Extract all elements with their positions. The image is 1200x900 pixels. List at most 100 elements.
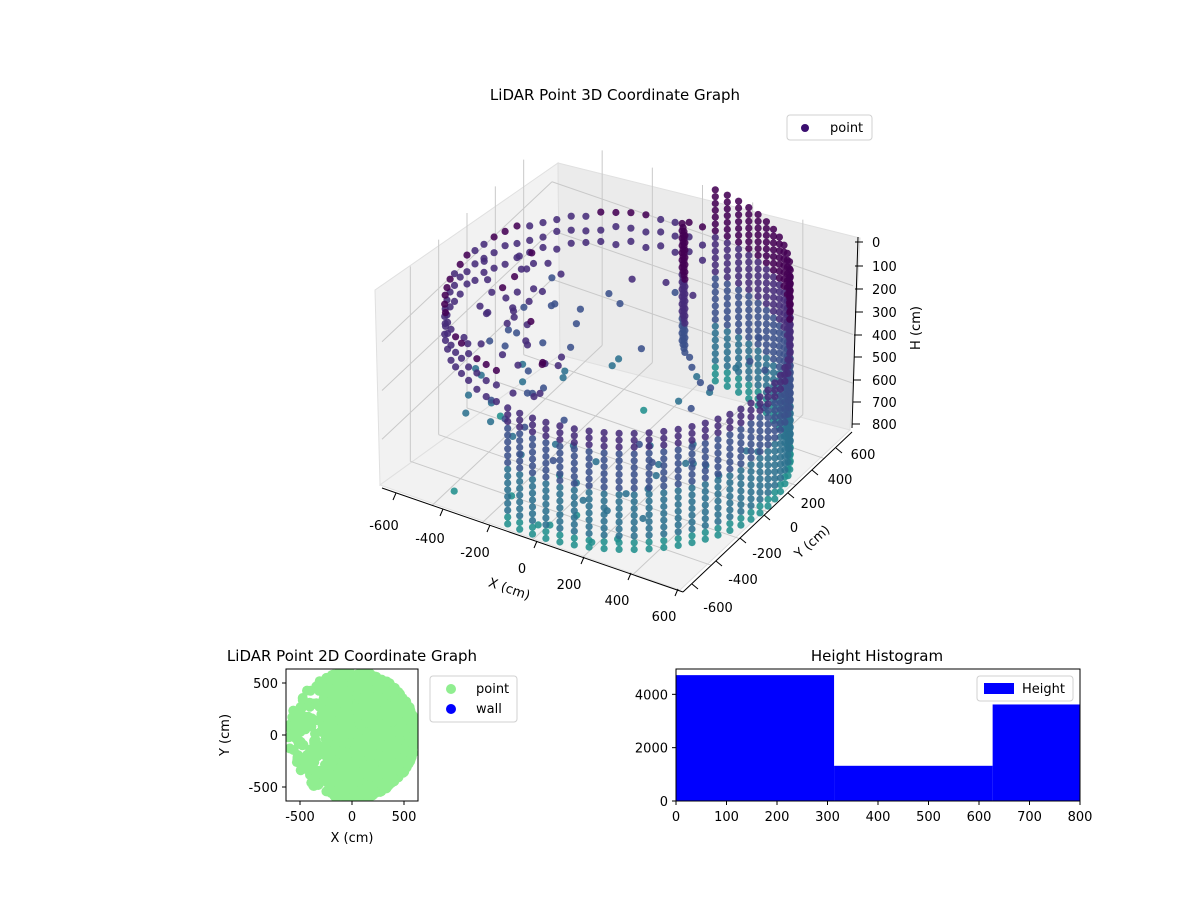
data-point bbox=[362, 761, 373, 772]
legend-box bbox=[786, 114, 873, 141]
data-point bbox=[754, 238, 762, 246]
data-point bbox=[627, 224, 635, 232]
data-point bbox=[776, 399, 785, 407]
data-point bbox=[681, 253, 689, 261]
data-point bbox=[553, 216, 561, 224]
data-point bbox=[747, 495, 755, 503]
data-point bbox=[754, 258, 762, 266]
data-point bbox=[764, 386, 772, 394]
data-point bbox=[576, 305, 585, 313]
data-point bbox=[600, 435, 608, 443]
data-point bbox=[464, 391, 473, 399]
data-point bbox=[755, 334, 763, 342]
data-point bbox=[499, 284, 507, 292]
data-point bbox=[311, 768, 322, 779]
data-point bbox=[723, 375, 731, 384]
data-point bbox=[520, 303, 528, 311]
data-point bbox=[542, 487, 550, 495]
data-point bbox=[681, 283, 689, 291]
data-point bbox=[681, 297, 689, 305]
data-point bbox=[542, 521, 550, 529]
data-point bbox=[556, 511, 564, 519]
x-tick-label: -400 bbox=[415, 532, 445, 547]
data-point bbox=[771, 447, 779, 455]
data-point bbox=[781, 364, 789, 372]
legend-label-point: point bbox=[830, 121, 863, 136]
data-point bbox=[516, 525, 524, 533]
data-point bbox=[501, 342, 509, 350]
data-point bbox=[542, 534, 550, 543]
data-point bbox=[592, 458, 600, 466]
data-point bbox=[688, 450, 696, 458]
data-point bbox=[516, 471, 524, 479]
data-point bbox=[528, 523, 537, 531]
data-point bbox=[745, 217, 753, 225]
data-point bbox=[516, 491, 524, 499]
data-point bbox=[786, 343, 794, 351]
data-point bbox=[328, 689, 339, 700]
x-tick-label: 400 bbox=[605, 594, 630, 609]
x-tick-label: 0 bbox=[348, 810, 356, 825]
data-point bbox=[747, 461, 755, 469]
data-point bbox=[375, 709, 386, 720]
x-tick-label: 0 bbox=[672, 810, 680, 825]
data-point bbox=[539, 384, 548, 392]
data-point bbox=[714, 422, 722, 430]
data-point bbox=[501, 242, 509, 250]
data-point bbox=[347, 784, 358, 795]
data-point bbox=[762, 354, 771, 362]
data-point bbox=[688, 525, 696, 533]
data-point bbox=[783, 249, 792, 257]
data-point bbox=[539, 243, 547, 252]
data-point bbox=[554, 362, 562, 370]
data-point bbox=[735, 197, 743, 205]
data-point bbox=[756, 475, 764, 483]
z-tick-label: 300 bbox=[872, 306, 897, 321]
chart-2d-title: LiDAR Point 2D Coordinate Graph bbox=[227, 647, 477, 665]
data-point bbox=[769, 253, 778, 261]
z-tick-label: 600 bbox=[872, 374, 897, 389]
data-point bbox=[737, 419, 745, 427]
data-point bbox=[714, 504, 722, 512]
data-point bbox=[542, 493, 550, 501]
data-point bbox=[542, 528, 550, 536]
data-point bbox=[570, 425, 578, 433]
data-point bbox=[443, 284, 451, 292]
data-point bbox=[737, 412, 745, 420]
data-point bbox=[585, 475, 593, 483]
data-point bbox=[745, 245, 753, 253]
data-point bbox=[331, 745, 342, 756]
data-point bbox=[441, 309, 450, 317]
grid-line bbox=[551, 230, 854, 335]
data-point bbox=[548, 274, 556, 282]
data-point bbox=[701, 521, 709, 530]
data-point bbox=[645, 497, 653, 505]
data-point bbox=[523, 341, 532, 349]
data-point bbox=[615, 484, 623, 492]
data-point bbox=[756, 434, 764, 442]
data-point bbox=[737, 487, 745, 495]
data-point bbox=[771, 474, 779, 483]
data-point bbox=[660, 530, 668, 538]
data-point bbox=[681, 239, 689, 247]
data-point bbox=[771, 481, 779, 489]
data-point bbox=[764, 393, 772, 401]
y-tick-label: -600 bbox=[703, 601, 733, 616]
data-point bbox=[364, 694, 375, 705]
data-point bbox=[504, 472, 512, 480]
data-point bbox=[585, 448, 593, 456]
z-tick-label: 700 bbox=[872, 396, 897, 411]
data-point bbox=[769, 355, 778, 363]
data-point bbox=[645, 429, 653, 437]
data-point bbox=[737, 514, 745, 522]
data-point bbox=[385, 776, 396, 787]
data-point bbox=[762, 265, 771, 274]
data-point bbox=[660, 543, 668, 552]
data-point bbox=[688, 498, 696, 506]
data-point bbox=[600, 538, 608, 546]
data-point bbox=[630, 443, 638, 451]
data-point bbox=[519, 378, 527, 386]
y-tick-label: 2000 bbox=[635, 742, 668, 757]
data-point bbox=[723, 348, 731, 356]
data-point bbox=[374, 739, 385, 750]
